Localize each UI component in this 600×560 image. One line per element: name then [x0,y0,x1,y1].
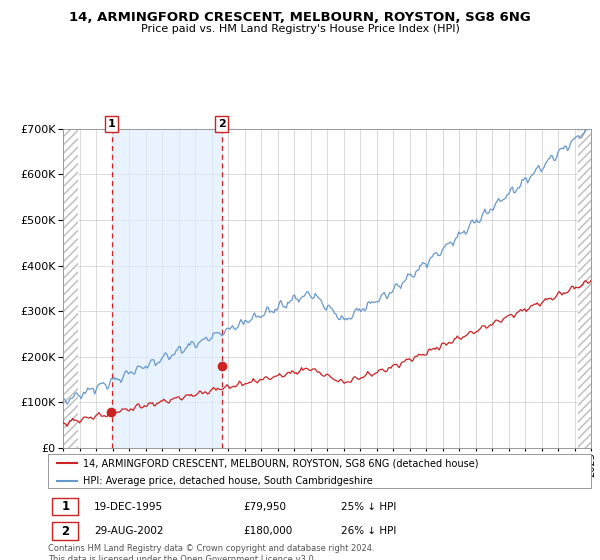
Text: HPI: Average price, detached house, South Cambridgeshire: HPI: Average price, detached house, Sout… [83,475,373,486]
Text: 26% ↓ HPI: 26% ↓ HPI [341,526,397,536]
Text: Price paid vs. HM Land Registry's House Price Index (HPI): Price paid vs. HM Land Registry's House … [140,24,460,34]
Bar [63,129,78,448]
Text: 2: 2 [61,525,70,538]
Text: 19-DEC-1995: 19-DEC-1995 [94,502,163,512]
Text: 29-AUG-2002: 29-AUG-2002 [94,526,164,536]
Bar [112,129,222,448]
Text: £180,000: £180,000 [244,526,293,536]
Text: 14, ARMINGFORD CRESCENT, MELBOURN, ROYSTON, SG8 6NG: 14, ARMINGFORD CRESCENT, MELBOURN, ROYST… [69,11,531,24]
Text: 2: 2 [218,119,226,129]
Bar [578,129,591,448]
Text: Contains HM Land Registry data © Crown copyright and database right 2024.
This d: Contains HM Land Registry data © Crown c… [48,544,374,560]
Text: 1: 1 [61,500,70,513]
FancyBboxPatch shape [52,498,79,515]
Text: £79,950: £79,950 [244,502,286,512]
Text: 14, ARMINGFORD CRESCENT, MELBOURN, ROYSTON, SG8 6NG (detached house): 14, ARMINGFORD CRESCENT, MELBOURN, ROYST… [83,458,479,468]
Text: 1: 1 [108,119,116,129]
Text: 25% ↓ HPI: 25% ↓ HPI [341,502,397,512]
FancyBboxPatch shape [52,522,79,540]
